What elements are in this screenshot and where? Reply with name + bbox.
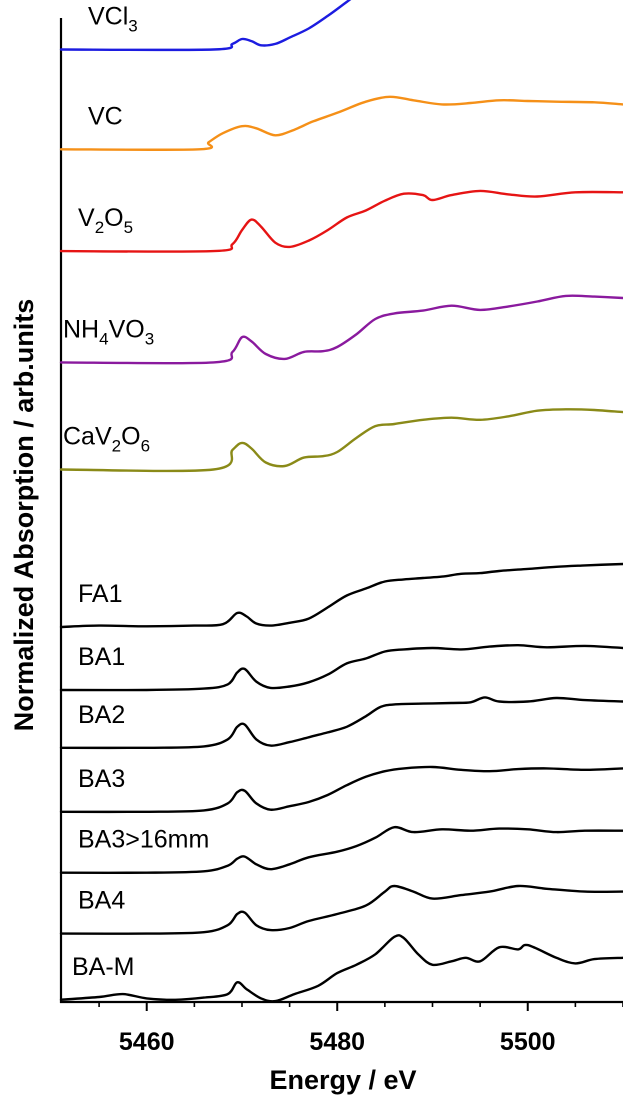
series-line-ba3-16mm (59, 825, 623, 874)
series-label-ba4: BA4 (78, 887, 125, 915)
series-label-fa1: FA1 (78, 580, 122, 608)
series-line-vcl3 (59, 0, 352, 52)
series-label-vcl3: VCl3 (88, 3, 138, 36)
series-label-vc: VC (88, 102, 123, 130)
series-line-ba2 (59, 696, 623, 750)
series-label-ba3-16mm: BA3>16mm (78, 826, 209, 854)
series-line-vc (59, 95, 623, 151)
series-line-fa1 (59, 562, 623, 629)
series-line-v2o5 (59, 189, 623, 253)
x-axis-title: Energy / eV (269, 1065, 416, 1095)
series-label-ba3: BA3 (78, 765, 125, 793)
series-line-ba-m (59, 934, 623, 1003)
series-layer (59, 0, 623, 1003)
series-line-cav2o6 (59, 408, 623, 473)
series-label-cav2o6: CaV2O6 (63, 423, 150, 456)
x-tick-label: 5460 (119, 1028, 175, 1056)
series-label-ba2: BA2 (78, 701, 125, 729)
x-tick-label: 5480 (309, 1028, 365, 1056)
series-label-ba1: BA1 (78, 643, 125, 671)
series-label-nh4vo3: NH4VO3 (63, 315, 154, 348)
y-axis-title: Normalized Absorption / arb.units (9, 299, 39, 732)
series-line-ba1 (59, 643, 623, 692)
series-line-ba4 (59, 884, 623, 935)
series-labels: V2O3VCl3VCV2O5NH4VO3CaV2O6FA1BA1BA2BA3BA… (63, 3, 209, 981)
series-line-nh4vo3 (59, 294, 623, 365)
x-tick-label: 5500 (500, 1028, 556, 1056)
series-line-ba3 (59, 765, 623, 814)
series-label-ba-m: BA-M (72, 953, 135, 981)
x-ticks: 5460 5480 5500 (98, 1002, 623, 1056)
series-label-v2o5: V2O5 (78, 204, 133, 237)
